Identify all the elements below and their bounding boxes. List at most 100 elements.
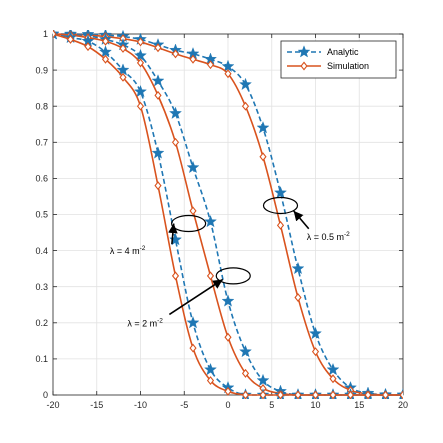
data-point-diamond [224, 69, 232, 79]
data-point-star [134, 84, 147, 98]
data-point-diamond [399, 390, 403, 399]
y-tick-label: 0.7 [35, 138, 48, 148]
x-tick-label: -20 [46, 400, 59, 410]
data-point-star [204, 362, 217, 376]
data-point-diamond [53, 30, 57, 39]
data-point-diamond [171, 49, 180, 59]
data-point-diamond [66, 34, 75, 44]
legend-item-simulation: Simulation [287, 61, 369, 71]
annotation-1: λ = 2 m-2 [127, 267, 251, 328]
data-point-star [274, 186, 287, 199]
x-tick-label: 10 [310, 400, 320, 410]
data-point-diamond [364, 390, 372, 399]
data-point-diamond [224, 332, 232, 342]
x-tick-label: -5 [180, 400, 188, 410]
data-point-diamond [84, 42, 92, 52]
y-tick-label: 0.4 [35, 246, 48, 256]
data-point-star [239, 344, 252, 358]
data-point-diamond [206, 271, 215, 281]
legend-item-analytic: Analytic [287, 45, 359, 58]
x-tick-label: -10 [134, 400, 147, 410]
y-tick-label: 0.6 [35, 174, 48, 184]
data-point-diamond [119, 43, 127, 53]
x-tick-label: -15 [90, 400, 103, 410]
y-tick-label: 0.9 [35, 65, 48, 75]
data-point-diamond [311, 390, 320, 399]
data-point-star [169, 232, 182, 246]
annotation-ellipse [215, 267, 251, 285]
y-tick-label: 1 [43, 29, 48, 39]
data-point-diamond [206, 60, 215, 70]
series-group [53, 30, 403, 399]
data-point-diamond [294, 390, 302, 399]
data-point-star [291, 261, 305, 275]
x-tick-label: 0 [225, 400, 230, 410]
data-point-star [221, 59, 235, 72]
data-point-star [134, 48, 147, 62]
y-tick-label: 0.1 [35, 354, 48, 364]
data-point-diamond [294, 293, 302, 303]
annotation-arrow [168, 278, 224, 316]
data-point-star [116, 63, 130, 76]
data-point-diamond [329, 390, 337, 399]
data-point-star [186, 316, 200, 329]
annotation-label: λ = 2 m-2 [127, 317, 163, 328]
annotation-2: λ = 0.5 m-2 [262, 196, 350, 242]
y-tick-label: 0.8 [35, 101, 48, 111]
data-point-star [256, 121, 270, 134]
data-point-diamond [241, 390, 250, 399]
data-point-diamond [136, 37, 145, 47]
data-point-diamond [101, 54, 110, 64]
data-point-star [326, 362, 340, 376]
series-line [53, 33, 403, 396]
data-point-diamond [259, 152, 267, 162]
annotation-arrow [293, 210, 310, 230]
data-point-diamond [154, 90, 162, 100]
annotation-0: λ = 4 m-2 [110, 214, 207, 256]
data-point-diamond [346, 390, 355, 399]
data-point-diamond [224, 386, 232, 396]
data-point-star [169, 106, 182, 119]
x-tick-label: 20 [398, 400, 408, 410]
legend-label: Simulation [327, 61, 369, 71]
data-point-star [151, 74, 165, 87]
legend-star-marker [297, 45, 311, 58]
data-point-diamond [311, 347, 320, 357]
y-tick-label: 0.3 [35, 282, 48, 292]
data-point-star [256, 373, 270, 387]
data-point-diamond [154, 43, 162, 53]
annotation-arrow [168, 223, 178, 245]
data-point-diamond [171, 137, 180, 147]
data-point-diamond [259, 390, 267, 399]
data-point-diamond [189, 206, 197, 216]
x-tick-label: 5 [269, 400, 274, 410]
data-point-diamond [381, 390, 390, 399]
series-line [53, 33, 403, 396]
data-point-diamond [241, 101, 250, 111]
data-point-star [239, 77, 252, 91]
legend: Analytic Simulation [280, 40, 397, 79]
annotation-label: λ = 4 m-2 [110, 245, 146, 256]
y-tick-label: 0.2 [35, 318, 48, 328]
x-tick-label: 15 [354, 400, 364, 410]
annotation-ellipse [262, 196, 299, 215]
data-point-diamond [136, 58, 145, 68]
y-tick-label: 0 [43, 390, 48, 400]
data-point-diamond [101, 36, 110, 46]
annotation-label: λ = 0.5 m-2 [307, 231, 350, 242]
data-point-diamond [329, 374, 337, 384]
data-point-star [186, 160, 200, 174]
legend-label: Analytic [327, 47, 359, 57]
y-tick-label: 0.5 [35, 210, 48, 220]
data-point-diamond [276, 390, 285, 399]
data-point-star [309, 326, 322, 340]
data-point-diamond [154, 181, 162, 191]
data-point-diamond [206, 376, 215, 386]
data-point-diamond [189, 54, 197, 64]
data-point-star [151, 146, 165, 159]
data-point-diamond [171, 271, 180, 281]
legend-box [280, 40, 397, 79]
annotations: λ = 4 m-2 λ = 2 m-2 λ = 0.5 m-2 [110, 196, 350, 328]
series-simulation-5 [53, 30, 403, 399]
